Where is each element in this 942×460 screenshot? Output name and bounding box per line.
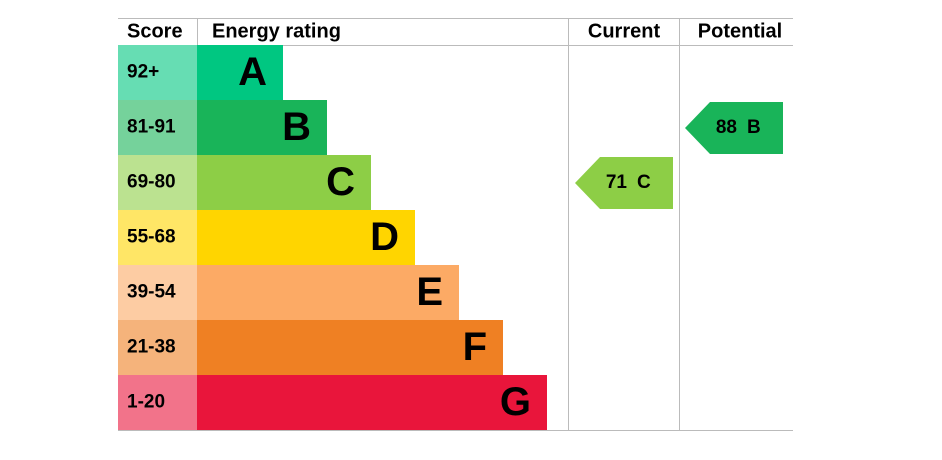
rating-letter: D [370,215,399,259]
score-cell [118,210,197,265]
rating-bar [197,210,415,265]
potential-letter: B [747,117,761,138]
rating-header: Energy rating [212,20,341,42]
score-header: Score [127,20,183,42]
score-label: 1-20 [127,392,165,413]
rating-bar [197,45,283,100]
score-cell [118,320,197,375]
current-letter: C [637,172,651,193]
score-label: 81-91 [127,117,176,138]
score-cell [118,45,197,100]
rating-letter: B [282,105,311,149]
score-label: 92+ [127,62,159,83]
rating-bar [197,155,371,210]
score-label: 39-54 [127,282,176,303]
current-value: 71 [606,172,628,193]
score-cell [118,265,197,320]
current-header: Current [588,20,661,42]
rating-bar [197,320,503,375]
score-label: 55-68 [127,227,176,248]
score-cell [118,155,197,210]
rating-letter: F [463,325,487,369]
score-label: 21-38 [127,337,176,358]
current-arrow [575,157,673,209]
potential-arrow [685,102,783,154]
potential-header: Potential [698,20,782,42]
score-label: 69-80 [127,172,176,193]
rating-letter: A [238,50,267,94]
score-cell [118,100,197,155]
score-cell [118,375,197,430]
rating-bar [197,100,327,155]
rating-bar [197,265,459,320]
rating-letter: C [326,160,355,204]
rating-bar [197,375,547,430]
rating-letter: G [500,380,531,424]
potential-value: 88 [716,117,737,138]
rating-letter: E [416,270,443,314]
